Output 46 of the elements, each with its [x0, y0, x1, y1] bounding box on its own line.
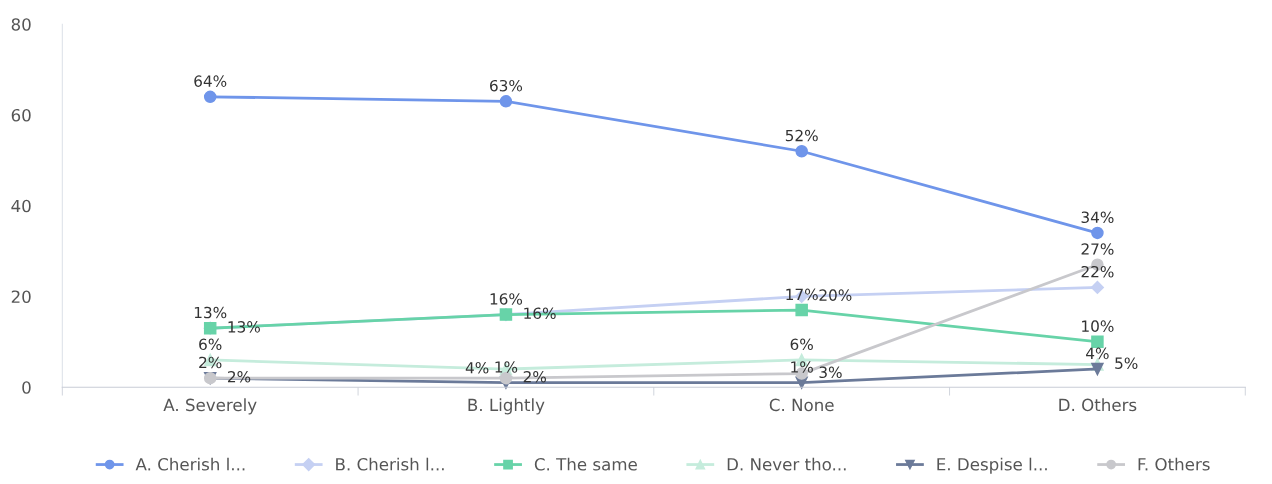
- y-tick-label: 20: [11, 290, 31, 304]
- legend-label: E. Despise l...: [937, 457, 1047, 474]
- x-tick-label: D. Others: [1059, 398, 1137, 412]
- data-label: 4%: [1086, 347, 1109, 360]
- data-label: 27%: [1081, 243, 1114, 255]
- data-label: 2%: [227, 371, 251, 383]
- point: [499, 95, 513, 108]
- data-label: 52%: [785, 129, 818, 142]
- data-label: 1%: [495, 361, 518, 373]
- data-label: 16%: [524, 307, 556, 320]
- x-tick-label: C. None: [769, 398, 834, 412]
- data-label: 10%: [1082, 320, 1114, 332]
- legend-label: F. Others: [1138, 457, 1210, 471]
- point: [1091, 226, 1104, 240]
- data-label: 13%: [228, 321, 260, 333]
- data-label: 5%: [1115, 357, 1138, 369]
- legend-label: D. Never tho...: [727, 457, 846, 471]
- y-tick-label: 60: [11, 108, 31, 122]
- y-tick-label: 0: [22, 381, 31, 394]
- y-tick-label: 40: [11, 199, 31, 213]
- data-label: 20%: [819, 289, 852, 301]
- data-label: 17%: [786, 288, 818, 301]
- data-label: 3%: [819, 366, 842, 379]
- data-label: 64%: [194, 75, 227, 87]
- data-label: 13%: [194, 306, 227, 319]
- data-label: 6%: [199, 338, 222, 351]
- legend-label: A. Cherish l...: [135, 457, 245, 471]
- point: [795, 303, 808, 317]
- y-tick-label: 80: [11, 18, 31, 31]
- legend-label: B. Cherish l...: [336, 457, 444, 471]
- x-tick-label: B. Lightly: [468, 398, 545, 415]
- data-label: 6%: [790, 338, 813, 351]
- data-label: 2%: [199, 356, 222, 369]
- data-label: 1%: [791, 361, 813, 373]
- data-label: 63%: [490, 79, 523, 92]
- legend-label: C. The same: [534, 457, 637, 471]
- data-label: 34%: [1081, 211, 1114, 224]
- data-label: 22%: [1081, 265, 1114, 278]
- point: [1090, 280, 1105, 294]
- x-tick-label: A. Severely: [163, 398, 257, 415]
- data-label: 2%: [523, 371, 546, 383]
- point: [203, 90, 217, 104]
- data-label: 16%: [490, 293, 523, 305]
- point: [1091, 362, 1104, 376]
- point: [795, 144, 808, 158]
- data-label: 4%: [465, 361, 489, 374]
